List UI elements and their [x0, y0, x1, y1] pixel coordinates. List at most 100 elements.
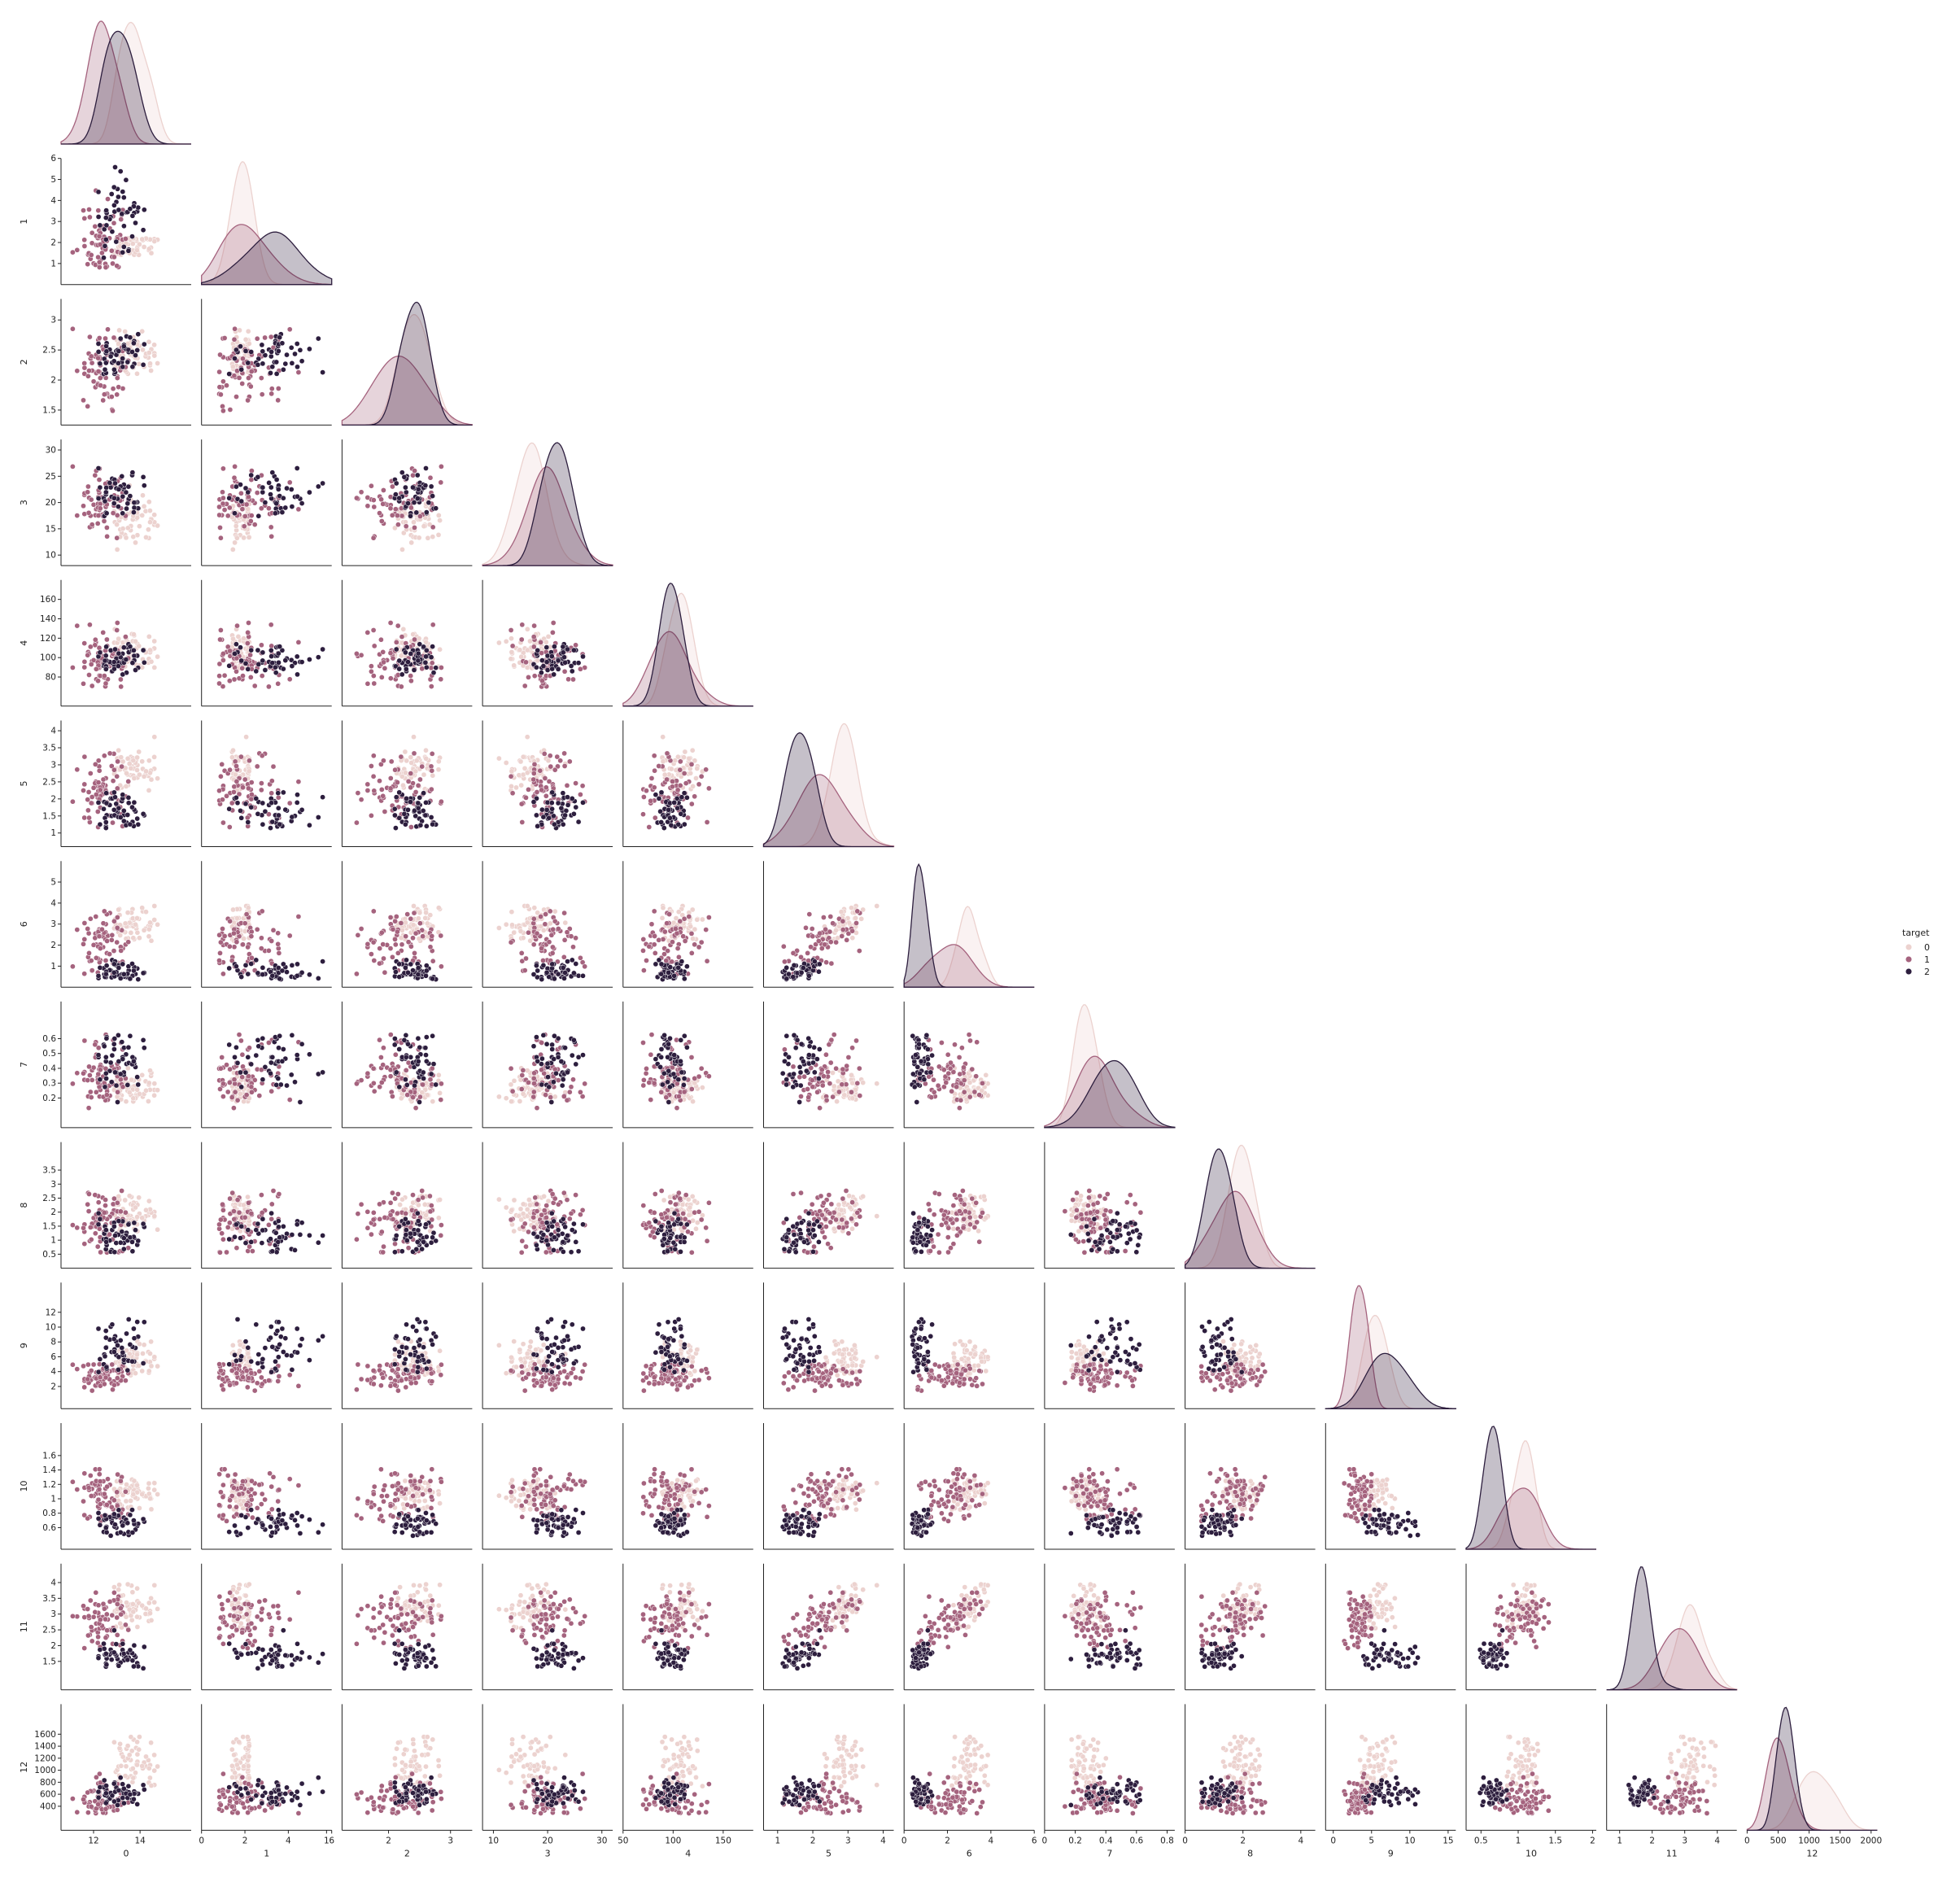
point-target-1 [692, 941, 698, 948]
point-target-1 [814, 1089, 820, 1095]
point-target-1 [429, 660, 435, 666]
point-target-2 [430, 644, 435, 649]
point-target-1 [371, 1088, 378, 1094]
point-target-1 [798, 954, 804, 960]
point-target-2 [569, 668, 575, 675]
point-target-1 [561, 1094, 567, 1099]
point-target-2 [414, 472, 421, 478]
point-target-2 [238, 366, 245, 373]
point-target-2 [268, 484, 274, 491]
point-target-1 [216, 504, 222, 510]
point-target-2 [255, 647, 261, 653]
point-target-1 [561, 910, 567, 916]
point-target-2 [549, 961, 556, 967]
point-target-0 [241, 635, 247, 642]
point-target-2 [97, 821, 103, 828]
point-target-1 [85, 789, 92, 795]
point-target-1 [390, 926, 396, 932]
point-target-1 [125, 779, 132, 784]
point-target-2 [569, 957, 575, 963]
point-target-1 [438, 676, 444, 683]
point-target-1 [378, 929, 385, 936]
point-target-0 [146, 788, 152, 793]
point-target-1 [387, 945, 394, 951]
point-target-2 [268, 1070, 273, 1076]
point-target-2 [420, 1069, 426, 1076]
point-target-2 [279, 509, 286, 515]
point-target-2 [540, 814, 547, 820]
point-target-2 [282, 360, 289, 367]
point-target-2 [565, 959, 570, 964]
point-target-1 [92, 1042, 98, 1048]
point-target-2 [269, 1054, 276, 1060]
point-target-1 [92, 472, 98, 478]
point-target-2 [112, 794, 118, 801]
point-target-1 [81, 753, 88, 760]
point-target-2 [307, 346, 312, 352]
point-target-2 [580, 800, 586, 806]
point-target-2 [95, 189, 102, 195]
point-target-0 [147, 919, 153, 926]
point-target-0 [114, 547, 120, 552]
point-target-0 [421, 771, 427, 778]
point-target-2 [125, 1044, 132, 1050]
point-target-2 [262, 808, 268, 814]
point-target-1 [266, 505, 272, 512]
point-target-1 [539, 1067, 544, 1073]
point-target-1 [85, 483, 91, 490]
point-target-0 [540, 927, 547, 933]
point-target-2 [546, 814, 552, 821]
point-target-1 [227, 648, 233, 654]
point-target-2 [667, 814, 673, 821]
point-target-1 [70, 798, 76, 805]
point-target-1 [531, 673, 538, 679]
point-target-1 [95, 758, 102, 764]
point-target-2 [119, 1039, 125, 1045]
point-target-1 [395, 622, 401, 629]
point-target-0 [237, 1091, 243, 1097]
point-target-1 [809, 926, 815, 932]
point-target-1 [270, 927, 277, 933]
point-target-2 [675, 1076, 682, 1083]
point-target-2 [116, 194, 121, 200]
point-target-1 [534, 1105, 540, 1111]
point-target-2 [391, 1042, 398, 1048]
point-target-1 [216, 680, 222, 687]
point-target-0 [503, 760, 509, 766]
point-target-0 [511, 662, 517, 669]
point-target-2 [534, 812, 539, 819]
point-target-0 [131, 775, 137, 781]
point-target-1 [389, 512, 395, 518]
point-target-2 [816, 968, 822, 975]
point-target-2 [565, 646, 570, 653]
point-target-0 [435, 766, 442, 773]
point-target-2 [401, 810, 408, 817]
point-target-2 [111, 666, 117, 672]
point-target-1 [95, 678, 101, 684]
point-target-1 [88, 958, 94, 963]
point-target-1 [520, 1068, 526, 1073]
point-target-2 [107, 484, 114, 491]
point-target-1 [248, 796, 255, 802]
point-target-0 [524, 734, 530, 740]
point-target-1 [286, 676, 293, 683]
point-target-1 [104, 533, 110, 539]
point-target-1 [364, 495, 371, 500]
point-target-2 [103, 963, 110, 969]
point-target-2 [103, 489, 109, 496]
point-target-0 [686, 755, 692, 762]
point-target-1 [103, 1092, 110, 1098]
point-target-2 [534, 963, 539, 969]
point-target-1 [805, 950, 810, 956]
point-target-1 [88, 252, 94, 258]
point-target-2 [292, 1079, 298, 1085]
point-target-1 [840, 1066, 846, 1072]
point-target-2 [234, 483, 239, 490]
point-target-0 [408, 760, 415, 766]
point-target-1 [81, 360, 88, 366]
point-target-0 [233, 523, 239, 529]
point-target-1 [354, 651, 360, 657]
point-target-2 [232, 1054, 238, 1060]
point-target-2 [103, 1070, 109, 1076]
point-target-0 [423, 747, 429, 753]
